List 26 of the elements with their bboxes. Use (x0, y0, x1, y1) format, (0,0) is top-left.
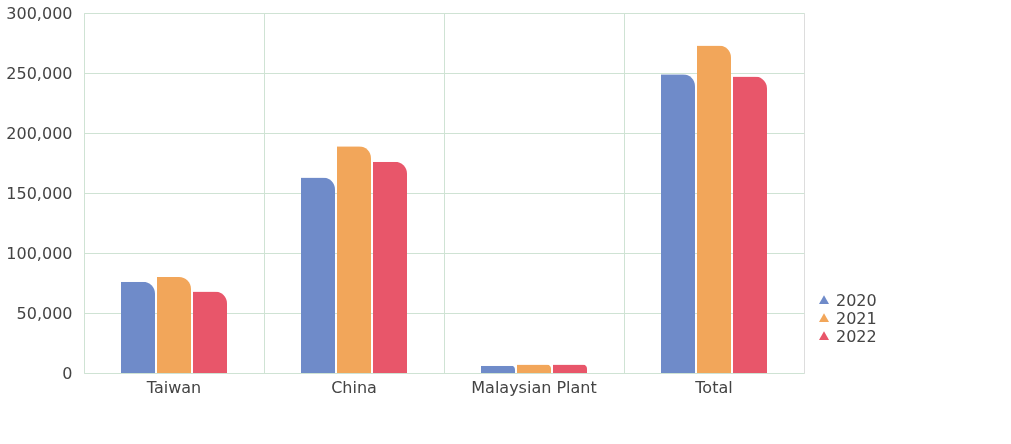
bar (373, 161, 407, 373)
bar (733, 76, 767, 373)
x-tick-label: Total (694, 377, 733, 397)
legend-label: 2021 (836, 309, 877, 328)
y-tick-label: 150,000 (6, 183, 73, 203)
bar (517, 364, 551, 373)
bar (553, 364, 587, 373)
y-tick-label: 300,000 (6, 3, 73, 23)
bar (121, 281, 155, 373)
bar (301, 177, 335, 373)
bar (481, 365, 515, 373)
x-tick-label: Malaysian Plant (471, 377, 597, 397)
x-tick-label: China (331, 377, 377, 397)
bar (157, 277, 191, 373)
y-tick-label: 0 (62, 363, 73, 383)
y-tick-label: 50,000 (16, 303, 73, 323)
legend-label: 2022 (836, 327, 877, 346)
y-tick-label: 200,000 (6, 123, 73, 143)
bar (193, 291, 227, 373)
bar (661, 74, 695, 373)
y-tick-label: 100,000 (6, 243, 73, 263)
bar (697, 45, 731, 373)
y-tick-label: 250,000 (6, 63, 73, 83)
bar (337, 146, 371, 373)
x-tick-label: Taiwan (145, 377, 202, 397)
legend-label: 2020 (836, 291, 877, 310)
